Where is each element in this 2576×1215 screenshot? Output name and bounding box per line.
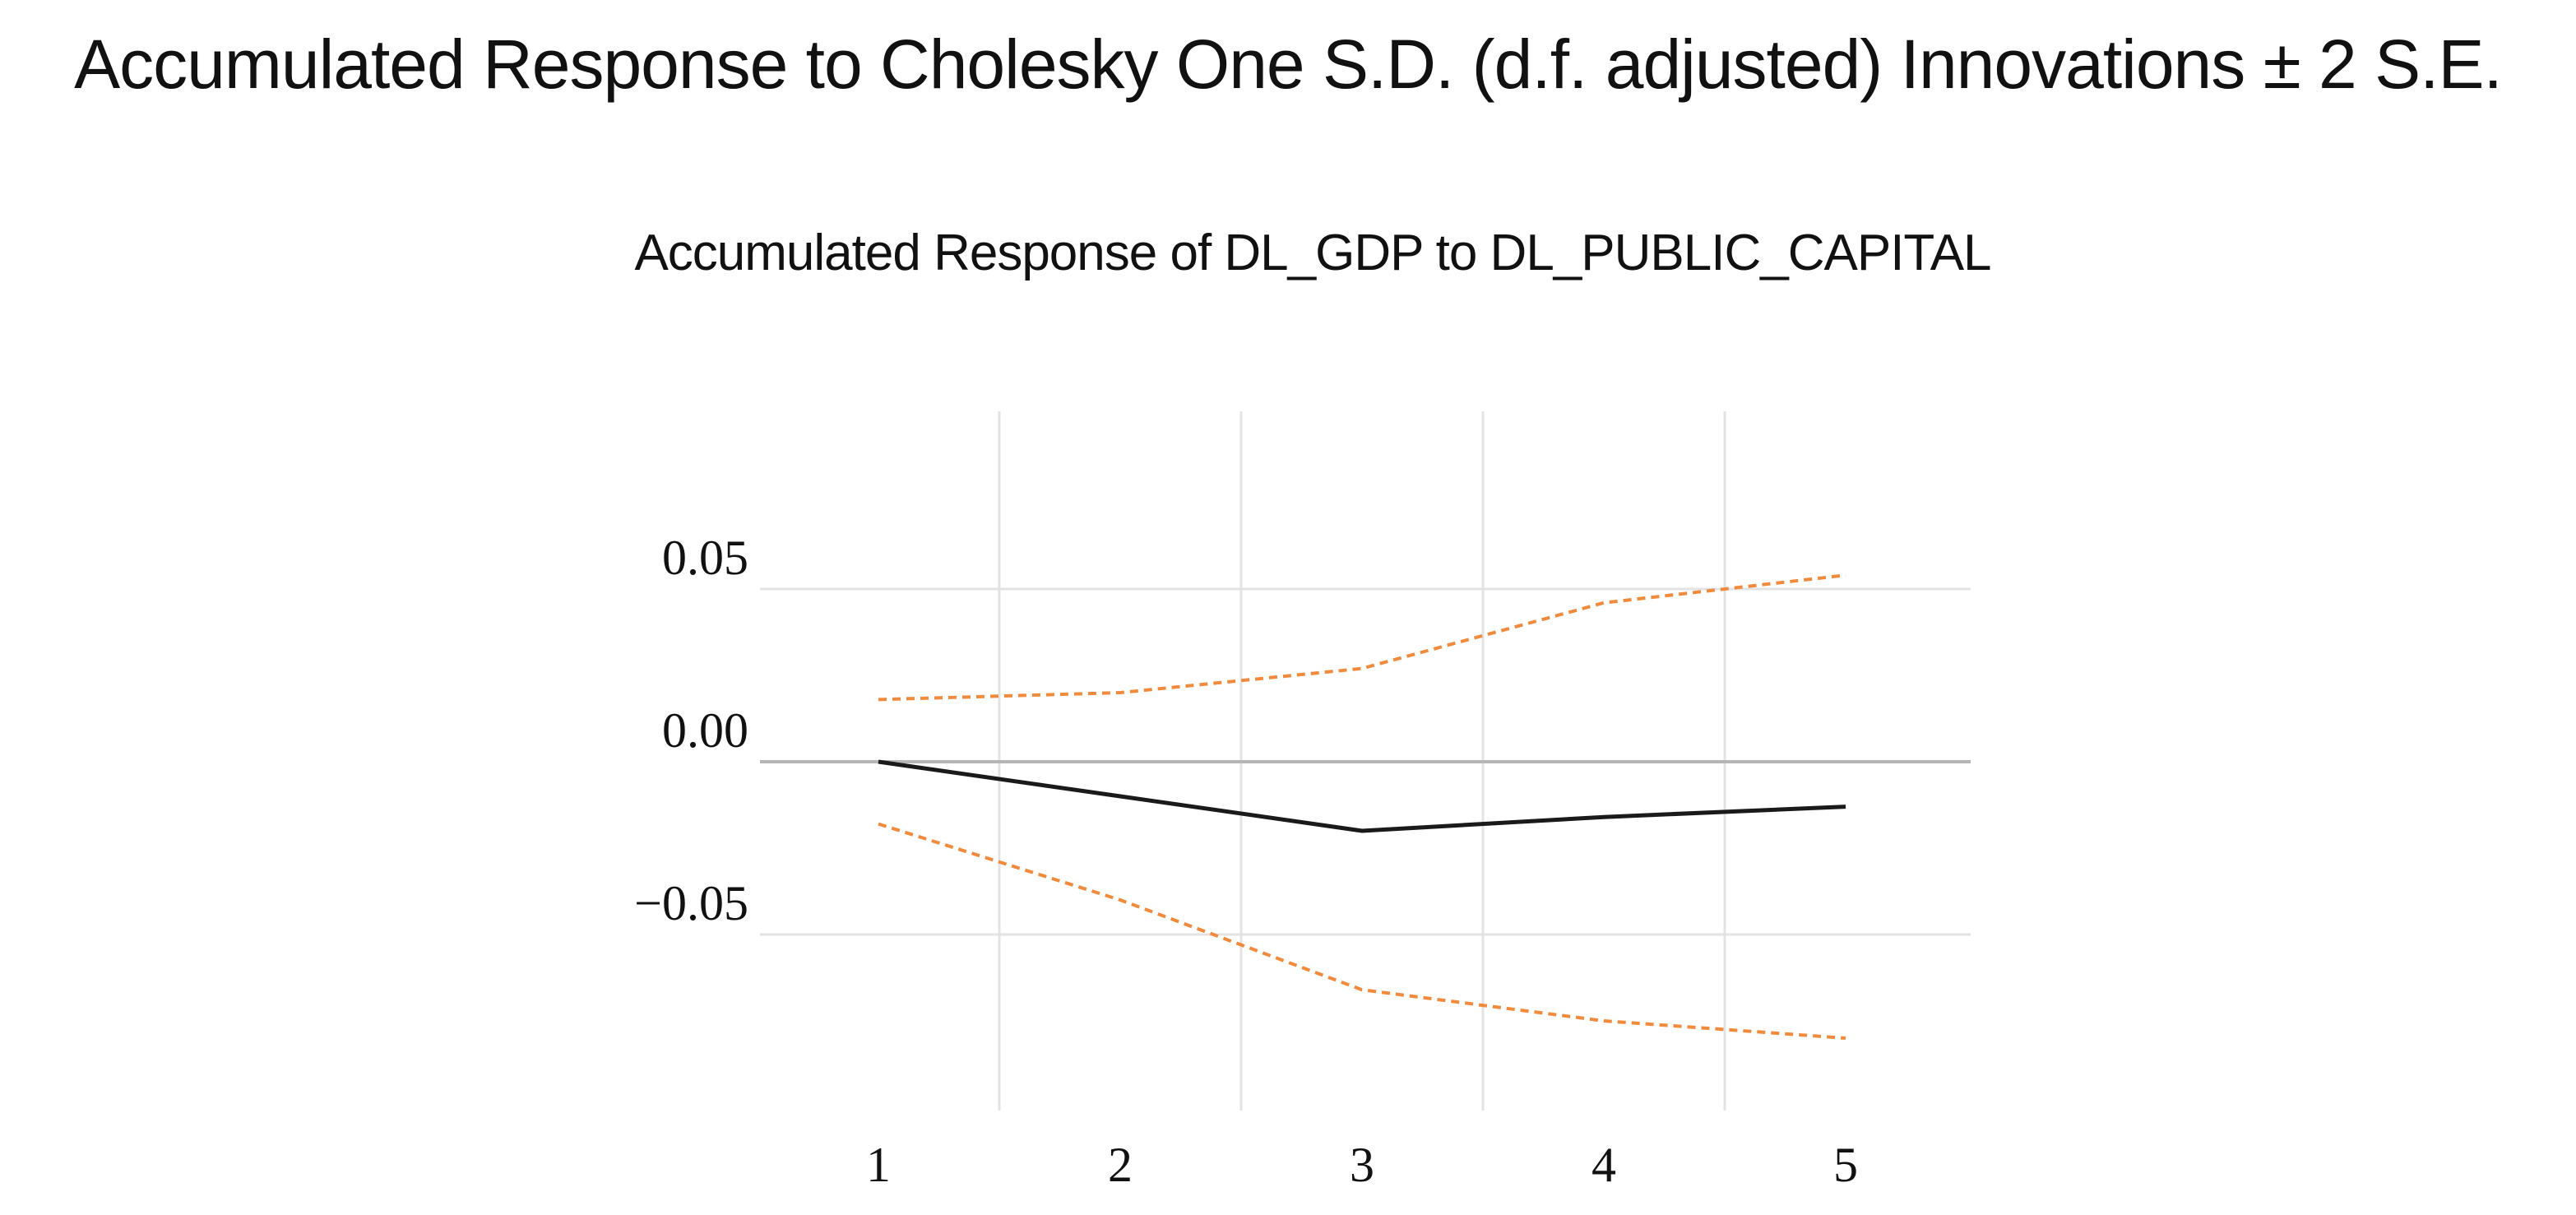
y-tick-label: −0.05 [634, 876, 748, 930]
series-layer [878, 573, 1846, 1040]
x-tick-label: 1 [866, 1138, 891, 1192]
x-tick-label: 3 [1350, 1138, 1374, 1192]
lower-band-line [878, 822, 1846, 1040]
upper-band-line [878, 573, 1846, 702]
x-tick-label: 5 [1833, 1138, 1858, 1192]
y-tick-label: 0.05 [662, 531, 748, 585]
x-tick-label: 4 [1591, 1138, 1616, 1192]
figure-title: Accumulated Response to Cholesky One S.D… [74, 26, 2503, 103]
y-tick-label: 0.00 [662, 703, 748, 758]
x-tick-labels: 1 2 3 4 5 [866, 1138, 1858, 1192]
y-tick-labels: 0.05 0.00 −0.05 [634, 531, 748, 930]
x-tick-label: 2 [1108, 1138, 1133, 1192]
response-line [878, 759, 1846, 833]
chart-title: Accumulated Response of DL_GDP to DL_PUB… [634, 225, 1991, 281]
